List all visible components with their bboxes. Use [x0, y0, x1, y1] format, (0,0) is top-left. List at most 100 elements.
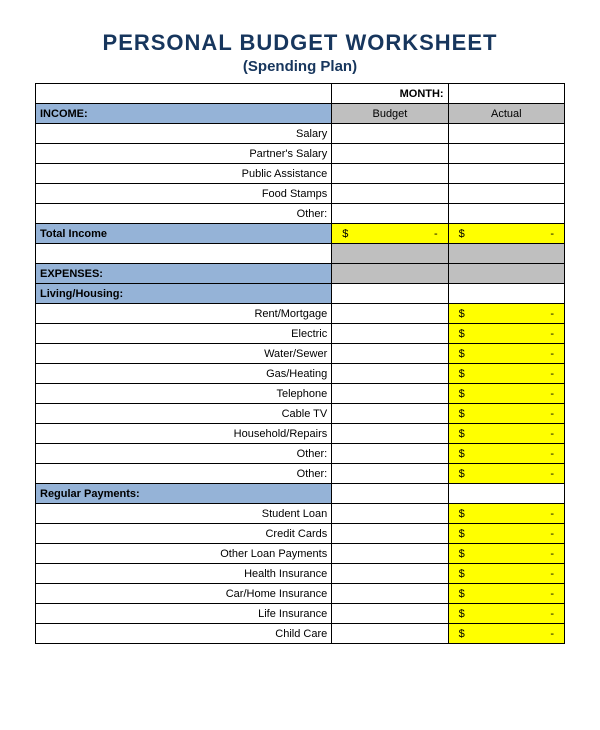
budget-cell[interactable]	[332, 364, 448, 384]
table-row: Health Insurance $-	[36, 564, 565, 584]
col-actual-header: Actual	[448, 104, 564, 124]
table-row: Food Stamps	[36, 184, 565, 204]
budget-cell[interactable]	[332, 544, 448, 564]
table-row: Credit Cards $-	[36, 524, 565, 544]
income-item: Salary	[36, 124, 332, 144]
expense-item: Gas/Heating	[36, 364, 332, 384]
budget-cell[interactable]	[332, 524, 448, 544]
expense-item: Credit Cards	[36, 524, 332, 544]
table-row: Student Loan$-	[36, 504, 565, 524]
table-row: Electric $-	[36, 324, 565, 344]
expense-item: Electric	[36, 324, 332, 344]
total-income-budget: $-	[332, 224, 448, 244]
table-row: Child Care $-	[36, 624, 565, 644]
table-row: Partner's Salary	[36, 144, 565, 164]
actual-cell: $-	[448, 304, 564, 324]
table-row: Gas/Heating$-	[36, 364, 565, 384]
table-row: Other: $-	[36, 464, 565, 484]
budget-cell[interactable]	[332, 204, 448, 224]
actual-cell[interactable]	[448, 204, 564, 224]
actual-cell: $-	[448, 544, 564, 564]
table-row: Car/Home Insurance$-	[36, 584, 565, 604]
actual-cell: $-	[448, 404, 564, 424]
expense-item: Health Insurance	[36, 564, 332, 584]
budget-cell[interactable]	[332, 124, 448, 144]
page-subtitle: (Spending Plan)	[35, 58, 565, 75]
empty-cell	[36, 84, 332, 104]
table-row: Public Assistance	[36, 164, 565, 184]
budget-cell[interactable]	[332, 344, 448, 364]
expense-item: Other Loan Payments	[36, 544, 332, 564]
actual-cell[interactable]	[448, 184, 564, 204]
table-row: Rent/Mortgage $-	[36, 304, 565, 324]
budget-cell[interactable]	[332, 424, 448, 444]
expense-item: Telephone	[36, 384, 332, 404]
table-row: Telephone $-	[36, 384, 565, 404]
regular-header: Regular Payments:	[36, 484, 332, 504]
budget-cell[interactable]	[332, 624, 448, 644]
actual-cell[interactable]	[448, 144, 564, 164]
page-title: PERSONAL BUDGET WORKSHEET	[35, 30, 565, 56]
table-row: Cable TV$-	[36, 404, 565, 424]
month-label: MONTH:	[332, 84, 448, 104]
expense-item: Life Insurance	[36, 604, 332, 624]
expense-item: Other:	[36, 444, 332, 464]
actual-cell: $-	[448, 624, 564, 644]
budget-cell[interactable]	[332, 444, 448, 464]
income-header: INCOME:	[36, 104, 332, 124]
income-item: Other:	[36, 204, 332, 224]
budget-cell[interactable]	[332, 184, 448, 204]
actual-cell: $-	[448, 464, 564, 484]
actual-cell: $-	[448, 384, 564, 404]
table-row: Water/Sewer$-	[36, 344, 565, 364]
expense-item: Rent/Mortgage	[36, 304, 332, 324]
expenses-header-row: EXPENSES:	[36, 264, 565, 284]
table-row: Life Insurance$-	[36, 604, 565, 624]
actual-cell: $-	[448, 564, 564, 584]
expense-item: Household/Repairs	[36, 424, 332, 444]
expenses-header: EXPENSES:	[36, 264, 332, 284]
actual-cell: $-	[448, 324, 564, 344]
budget-cell[interactable]	[332, 564, 448, 584]
total-income-row: Total Income $- $-	[36, 224, 565, 244]
income-header-row: INCOME: Budget Actual	[36, 104, 565, 124]
table-row: Household/Repairs $-	[36, 424, 565, 444]
total-income-label: Total Income	[36, 224, 332, 244]
month-row: MONTH:	[36, 84, 565, 104]
budget-cell[interactable]	[332, 504, 448, 524]
budget-cell[interactable]	[332, 584, 448, 604]
budget-cell[interactable]	[332, 304, 448, 324]
actual-cell: $-	[448, 424, 564, 444]
total-income-actual: $-	[448, 224, 564, 244]
budget-cell[interactable]	[332, 384, 448, 404]
actual-cell[interactable]	[448, 124, 564, 144]
income-item: Public Assistance	[36, 164, 332, 184]
living-header: Living/Housing:	[36, 284, 332, 304]
income-item: Partner's Salary	[36, 144, 332, 164]
expense-item: Child Care	[36, 624, 332, 644]
income-item: Food Stamps	[36, 184, 332, 204]
budget-cell[interactable]	[332, 464, 448, 484]
expense-item: Other:	[36, 464, 332, 484]
budget-cell[interactable]	[332, 404, 448, 424]
budget-cell[interactable]	[332, 144, 448, 164]
budget-table: MONTH: INCOME: Budget Actual Salary Part…	[35, 83, 565, 644]
actual-cell: $-	[448, 444, 564, 464]
expense-item: Water/Sewer	[36, 344, 332, 364]
budget-cell[interactable]	[332, 324, 448, 344]
regular-header-row: Regular Payments:	[36, 484, 565, 504]
table-row: Other Loan Payments $-	[36, 544, 565, 564]
table-row: Other: $-	[36, 444, 565, 464]
actual-cell: $-	[448, 524, 564, 544]
living-header-row: Living/Housing:	[36, 284, 565, 304]
spacer-row	[36, 244, 565, 264]
budget-cell[interactable]	[332, 604, 448, 624]
actual-cell: $-	[448, 504, 564, 524]
actual-cell: $-	[448, 584, 564, 604]
col-budget-header: Budget	[332, 104, 448, 124]
table-row: Salary	[36, 124, 565, 144]
actual-cell[interactable]	[448, 164, 564, 184]
month-value[interactable]	[448, 84, 564, 104]
budget-cell[interactable]	[332, 164, 448, 184]
table-row: Other:	[36, 204, 565, 224]
